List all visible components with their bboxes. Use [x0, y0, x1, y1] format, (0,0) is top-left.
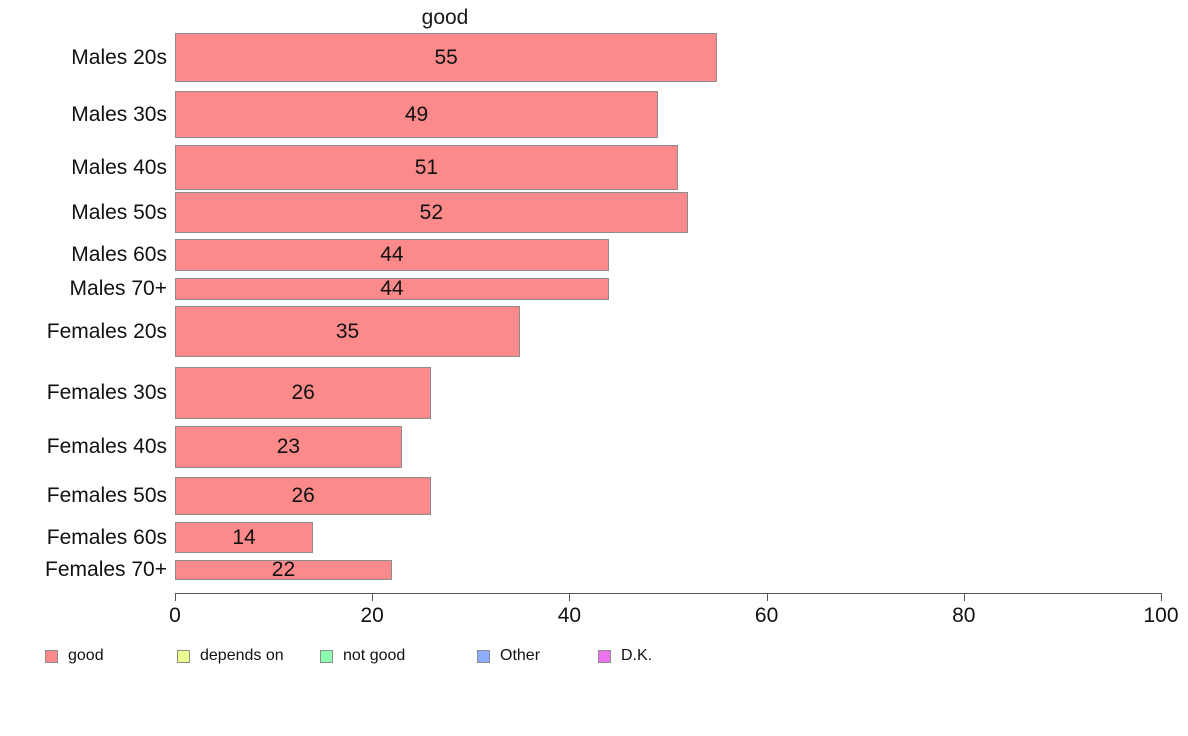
- chart-title: good: [421, 6, 469, 29]
- category-label: Females 30s: [46, 381, 167, 404]
- bar: [175, 367, 432, 419]
- category-label: Males 50s: [71, 200, 167, 224]
- x-axis-tick: [569, 593, 571, 601]
- bar-value-label: 26: [291, 381, 315, 404]
- category-label: Males 70+: [69, 277, 167, 300]
- bar-value-label: 44: [380, 243, 404, 266]
- category-label: Females 60s: [46, 525, 167, 549]
- x-axis-tick: [1161, 593, 1162, 601]
- x-axis-tick-label: 40: [557, 604, 582, 627]
- bar: [175, 522, 314, 553]
- bar-value-label: 55: [434, 45, 458, 69]
- category-label: Males 40s: [71, 155, 167, 179]
- x-axis-tick-label: 20: [360, 604, 384, 627]
- legend-swatch-not-good: [320, 649, 333, 663]
- bar-value-label: 49: [404, 102, 429, 126]
- legend-swatch-good: [45, 649, 58, 663]
- legend-label: depends on: [200, 647, 284, 664]
- x-axis-tick-label: 60: [754, 604, 779, 627]
- category-label: Males 20s: [71, 45, 167, 69]
- legend-label: Other: [500, 647, 541, 664]
- x-axis-tick: [766, 593, 768, 601]
- bar-value-label: 22: [271, 558, 296, 581]
- x-axis-tick: [963, 593, 965, 601]
- legend-label: D.K.: [621, 647, 653, 664]
- x-axis-tick-label: 0: [169, 604, 181, 627]
- legend-label: good: [68, 647, 104, 664]
- bar: [175, 278, 609, 300]
- legend-item: D.K.: [598, 647, 652, 665]
- x-axis-line: [175, 593, 1161, 594]
- bar-value-label: 35: [335, 319, 360, 343]
- bar: [175, 477, 432, 515]
- category-label: Males 30s: [71, 102, 167, 126]
- legend-swatch-depends-on: [177, 649, 190, 663]
- bar-value-label: 44: [380, 277, 404, 300]
- bar: [175, 560, 392, 580]
- legend-item: good: [45, 647, 104, 665]
- bar-value-label: 52: [419, 200, 444, 224]
- category-label: Females 50s: [46, 484, 167, 507]
- bar: [175, 33, 718, 82]
- x-axis-tick-label: 100: [1143, 604, 1179, 627]
- category-label: Females 40s: [46, 435, 167, 458]
- bar: [175, 239, 609, 271]
- legend-label: not good: [343, 647, 406, 664]
- bar-value-label: 51: [414, 155, 439, 179]
- bar-value-label: 26: [291, 484, 315, 507]
- bar: [175, 306, 521, 357]
- x-axis-tick: [372, 593, 374, 601]
- bar-value-label: 23: [276, 435, 301, 458]
- x-axis-tick: [175, 593, 176, 601]
- bar: [175, 91, 659, 138]
- legend-item: not good: [320, 647, 405, 665]
- bar: [175, 426, 402, 468]
- category-label: Females 20s: [46, 319, 167, 343]
- legend-item: Other: [477, 647, 540, 665]
- legend-swatch-other: [477, 649, 490, 663]
- category-label: Males 60s: [71, 243, 167, 266]
- legend-item: depends on: [177, 647, 284, 665]
- bar-value-label: 14: [232, 525, 256, 549]
- x-axis-tick-label: 80: [952, 604, 976, 627]
- bar: [175, 145, 678, 190]
- bar: [175, 192, 688, 233]
- legend-swatch-d-k: [598, 649, 611, 663]
- category-label: Females 70+: [45, 558, 167, 581]
